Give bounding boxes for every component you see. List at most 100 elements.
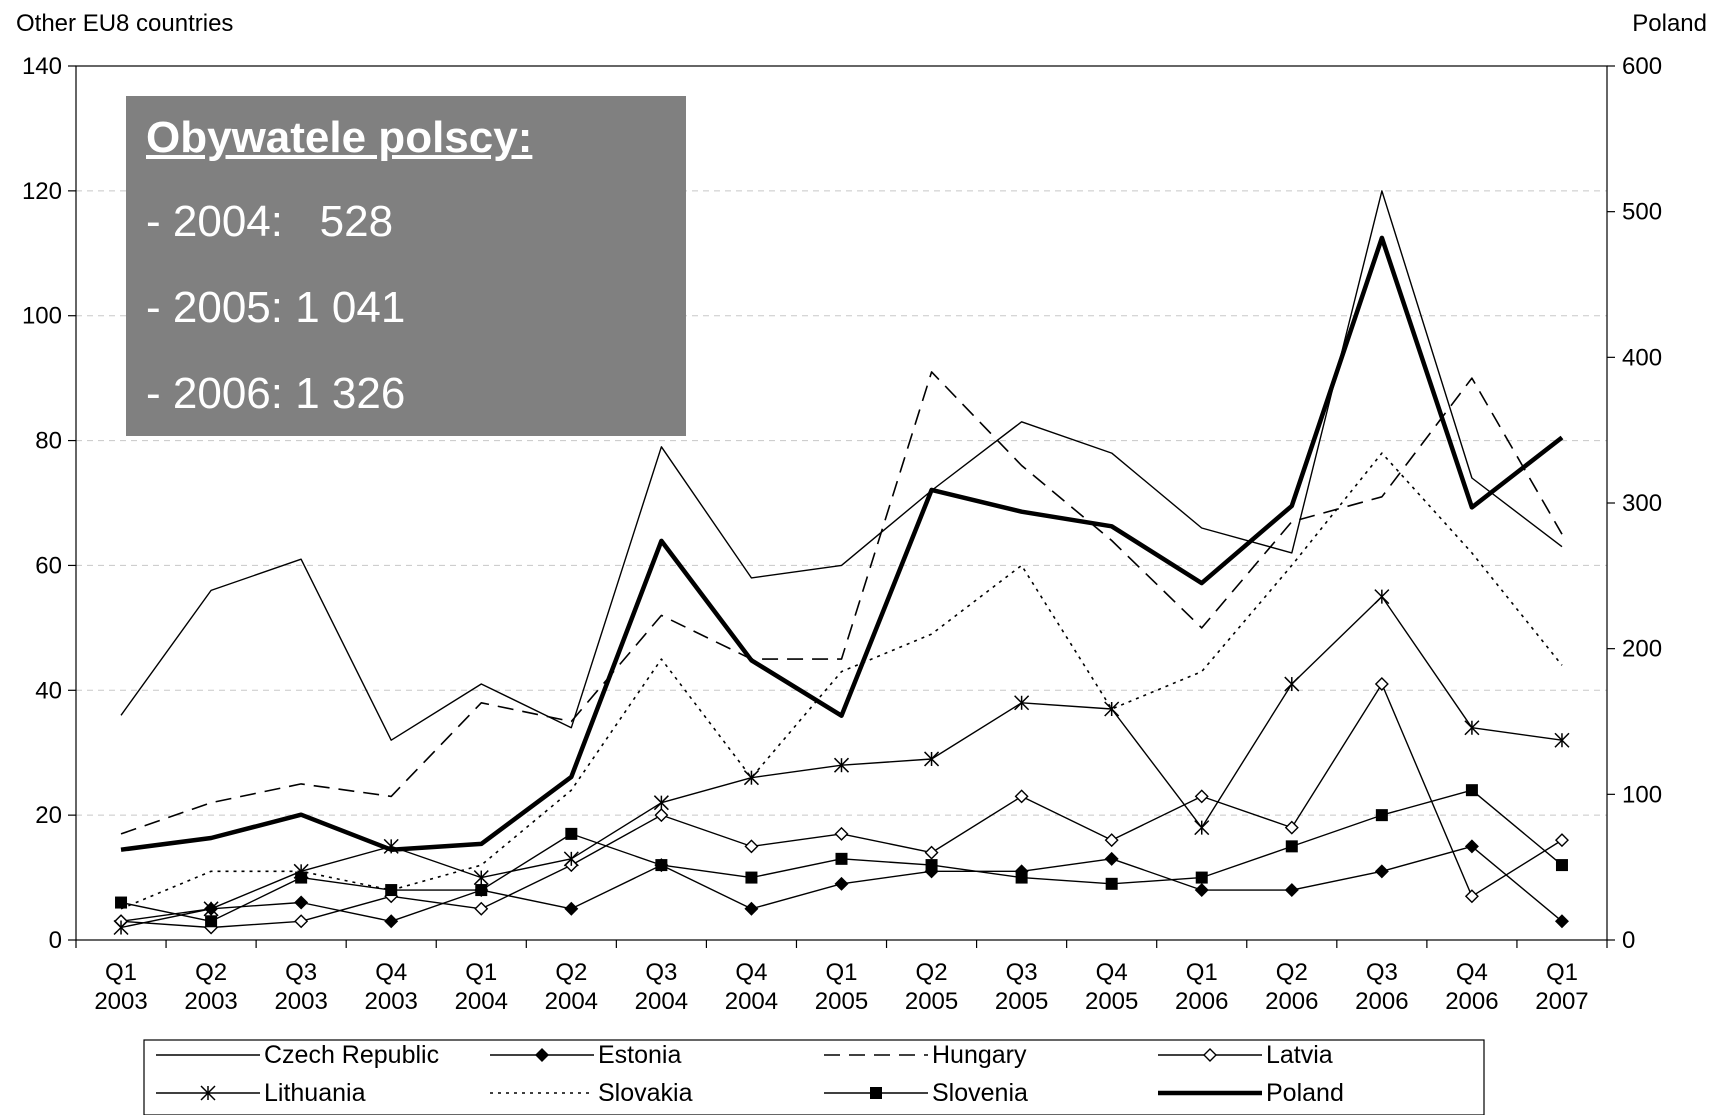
left-axis-tick-label: 40 <box>35 677 62 704</box>
x-tick-label-year: 2004 <box>545 988 598 1015</box>
x-tick-label-quarter: Q1 <box>1546 959 1578 986</box>
series-lithuania <box>113 589 1570 936</box>
data-point-lithuania <box>1464 720 1480 736</box>
data-point-estonia <box>1284 883 1299 898</box>
data-point-estonia <box>384 914 399 929</box>
data-point-slovenia <box>925 859 938 872</box>
data-point-slovenia <box>475 884 488 897</box>
x-tick-label-quarter: Q3 <box>1006 959 1038 986</box>
legend-label-slovenia: Slovenia <box>932 1079 1028 1107</box>
annotation-line-2005: - 2005: 1 041 <box>146 283 406 332</box>
data-point-lithuania <box>1014 695 1030 711</box>
data-point-slovenia <box>1465 784 1478 797</box>
data-point-slovenia <box>295 871 308 884</box>
legend-label-estonia: Estonia <box>598 1041 681 1069</box>
left-axis-tick-label: 140 <box>22 53 62 80</box>
x-tick-label-year: 2003 <box>184 988 237 1015</box>
data-point-lithuania <box>1374 589 1390 605</box>
data-point-latvia <box>294 914 309 929</box>
x-tick-label-year: 2005 <box>1085 988 1138 1015</box>
x-tick-label-year: 2005 <box>905 988 958 1015</box>
data-point-estonia <box>744 901 759 916</box>
right-axis-tick-label: 0 <box>1622 927 1635 954</box>
x-tick-label-quarter: Q4 <box>735 959 767 986</box>
data-point-slovenia <box>1555 859 1568 872</box>
data-point-estonia <box>1374 864 1389 879</box>
data-point-latvia <box>1374 677 1389 692</box>
data-point-lithuania <box>1554 732 1570 748</box>
legend-item-latvia: Latvia <box>1158 1041 1333 1069</box>
series-line-czech-republic <box>120 190 1563 741</box>
legend-item-lithuania: Lithuania <box>156 1079 366 1107</box>
legend-item-poland: Poland <box>1158 1079 1344 1107</box>
data-point-slovenia <box>565 827 578 840</box>
x-tick-label-year: 2006 <box>1175 988 1228 1015</box>
data-point-slovenia <box>745 871 758 884</box>
legend-item-slovakia: Slovakia <box>490 1079 693 1107</box>
axes: Other EU8 countries Poland 0 20 40 60 80 100 120… <box>16 10 1707 1015</box>
legend-frame <box>143 1039 1485 1115</box>
data-point-estonia <box>1554 914 1569 929</box>
annotation-box: Obywatele polscy: - 2004: 528 - 2005: 1 … <box>126 96 686 436</box>
legend-item-czech-republic: Czech Republic <box>156 1041 439 1069</box>
series-group <box>113 190 1570 936</box>
x-tick-label-quarter: Q2 <box>195 959 227 986</box>
x-tick-label-year: 2006 <box>1355 988 1408 1015</box>
data-point-lithuania <box>113 919 129 936</box>
legend-label-latvia: Latvia <box>1266 1041 1333 1069</box>
legend-item-hungary: Hungary <box>824 1041 1027 1069</box>
x-tick-label-quarter: Q4 <box>375 959 407 986</box>
right-axis-tick-label: 200 <box>1622 636 1662 663</box>
legend-label-czech-republic: Czech Republic <box>264 1041 439 1069</box>
x-tick-label-year: 2003 <box>274 988 327 1015</box>
x-tick-label-year: 2006 <box>1445 988 1498 1015</box>
data-point-lithuania <box>1194 820 1210 836</box>
legend-marker-latvia <box>1203 1048 1217 1062</box>
x-tick-label-year: 2004 <box>455 988 508 1015</box>
legend-marker-lithuania <box>200 1085 216 1101</box>
data-point-lithuania <box>653 795 669 811</box>
left-axis-tick-label: 80 <box>35 428 62 455</box>
right-axis-tick-label: 400 <box>1622 344 1662 371</box>
data-point-estonia <box>1194 883 1209 898</box>
x-tick-label-quarter: Q1 <box>1186 959 1218 986</box>
right-axis-tick-label: 500 <box>1622 199 1662 226</box>
data-point-estonia <box>1464 839 1479 854</box>
left-axis-tick-label: 0 <box>49 927 62 954</box>
legend-marker-estonia <box>535 1048 549 1062</box>
series-line-slovakia <box>120 452 1563 910</box>
data-point-estonia <box>1104 851 1119 866</box>
data-point-slovenia <box>655 859 668 872</box>
data-point-slovenia <box>835 852 848 865</box>
data-point-estonia <box>564 901 579 916</box>
data-point-estonia <box>294 895 309 910</box>
data-point-latvia <box>1464 889 1479 904</box>
data-point-latvia <box>834 826 849 841</box>
legend-item-slovenia: Slovenia <box>824 1079 1028 1107</box>
data-point-slovenia <box>1375 809 1388 822</box>
data-point-lithuania <box>203 901 219 917</box>
data-point-latvia <box>654 808 669 823</box>
data-point-slovenia <box>1195 871 1208 884</box>
x-tick-label-quarter: Q1 <box>465 959 497 986</box>
legend-marker-slovenia <box>870 1087 882 1099</box>
data-point-lithuania <box>1284 676 1300 692</box>
series-poland <box>120 235 1564 852</box>
annotation-title: Obywatele polscy: <box>146 113 533 162</box>
x-tick-label-quarter: Q2 <box>1276 959 1308 986</box>
data-point-slovenia <box>115 896 128 909</box>
x-tick-label-quarter: Q4 <box>1096 959 1128 986</box>
legend-label-hungary: Hungary <box>932 1041 1027 1069</box>
left-axis-tick-label: 20 <box>35 802 62 829</box>
data-point-latvia <box>1014 789 1029 804</box>
right-axis-tick-label: 100 <box>1622 781 1662 808</box>
left-axis-tick-label: 120 <box>22 178 62 205</box>
x-tick-label-quarter: Q3 <box>1366 959 1398 986</box>
data-point-lithuania <box>563 851 579 867</box>
data-point-slovenia <box>1105 877 1118 890</box>
x-tick-label-quarter: Q3 <box>645 959 677 986</box>
data-point-slovenia <box>1015 871 1028 884</box>
left-axis-tick-label: 100 <box>22 303 62 330</box>
